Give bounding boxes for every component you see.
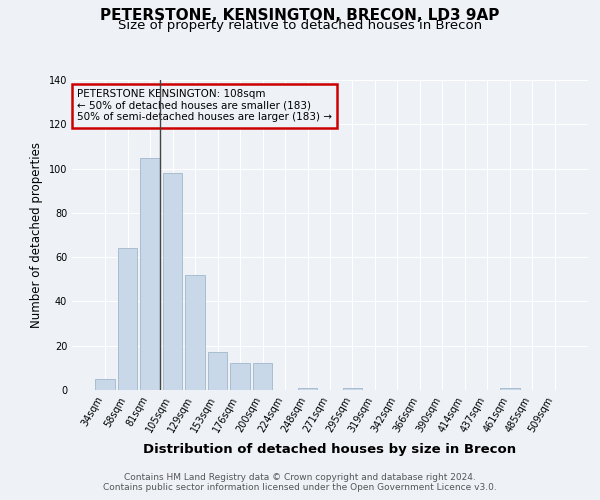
Bar bbox=[185, 275, 205, 390]
Text: Size of property relative to detached houses in Brecon: Size of property relative to detached ho… bbox=[118, 19, 482, 32]
Bar bbox=[230, 364, 250, 390]
Bar bbox=[95, 379, 115, 390]
Bar bbox=[500, 388, 520, 390]
Y-axis label: Number of detached properties: Number of detached properties bbox=[30, 142, 43, 328]
Text: PETERSTONE, KENSINGTON, BRECON, LD3 9AP: PETERSTONE, KENSINGTON, BRECON, LD3 9AP bbox=[100, 8, 500, 22]
Bar bbox=[208, 352, 227, 390]
Text: PETERSTONE KENSINGTON: 108sqm
← 50% of detached houses are smaller (183)
50% of : PETERSTONE KENSINGTON: 108sqm ← 50% of d… bbox=[77, 90, 332, 122]
Bar bbox=[118, 248, 137, 390]
Bar bbox=[140, 158, 160, 390]
Bar bbox=[163, 173, 182, 390]
Text: Contains HM Land Registry data © Crown copyright and database right 2024.
Contai: Contains HM Land Registry data © Crown c… bbox=[103, 473, 497, 492]
Text: Distribution of detached houses by size in Brecon: Distribution of detached houses by size … bbox=[143, 442, 517, 456]
Bar bbox=[298, 388, 317, 390]
Bar bbox=[343, 388, 362, 390]
Bar bbox=[253, 364, 272, 390]
